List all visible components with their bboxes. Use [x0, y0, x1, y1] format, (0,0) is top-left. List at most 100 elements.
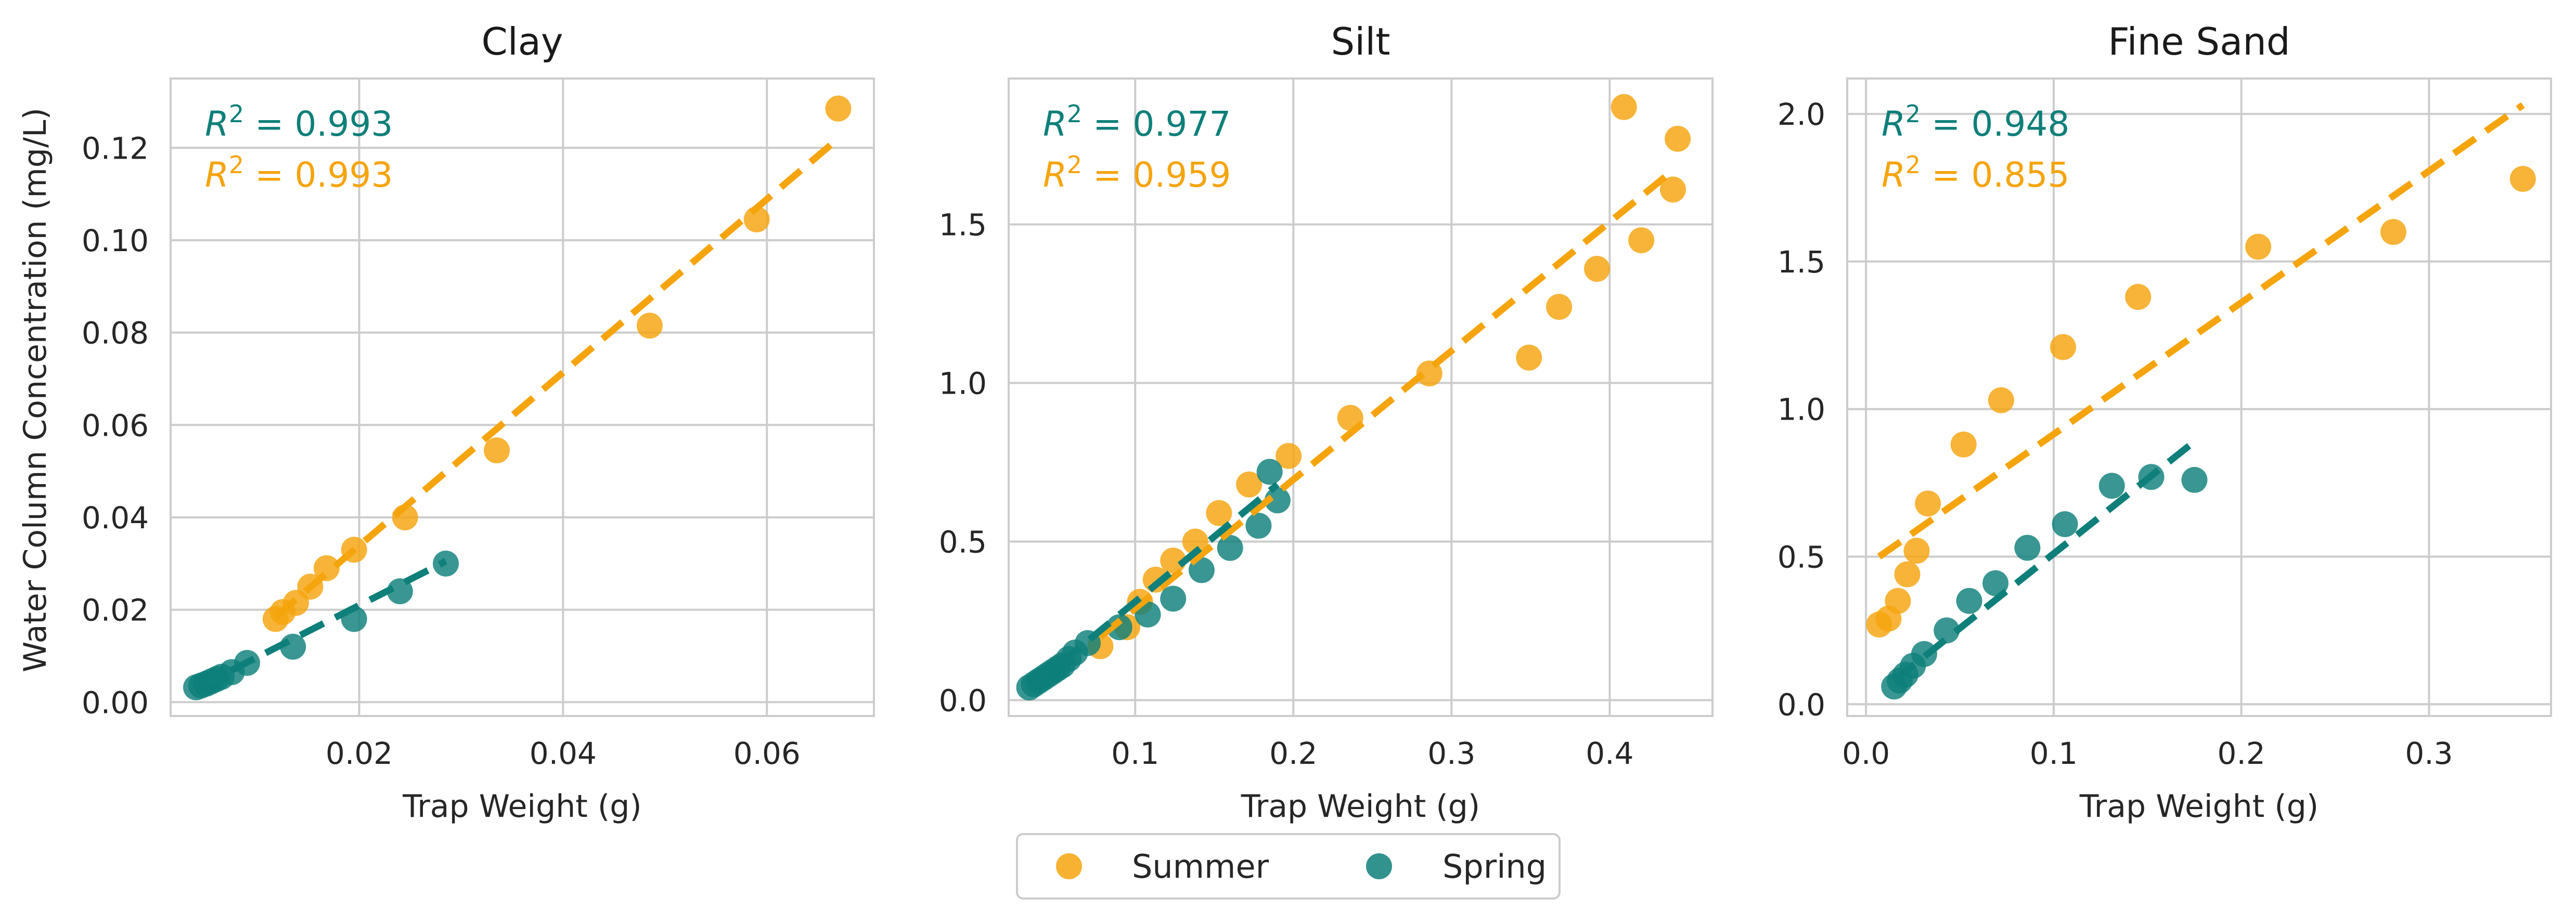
data-point-summer	[1516, 344, 1542, 371]
x-tick-label: 0.0	[1842, 736, 1890, 771]
x-tick-label: 0.1	[2030, 736, 2078, 771]
data-point-summer	[1276, 443, 1302, 469]
data-point-summer	[743, 206, 770, 232]
legend-marker-summer	[1056, 853, 1082, 879]
r2-annotation-spring: R2 = 0.948	[1882, 100, 2069, 144]
data-point-spring	[2181, 466, 2208, 493]
y-tick-label: 0.0	[1778, 687, 1825, 722]
data-point-spring	[1217, 535, 1243, 561]
data-point-spring	[1256, 459, 1283, 485]
series-spring	[183, 550, 459, 700]
legend-label-spring: Spring	[1442, 848, 1547, 886]
r2-annotation-spring: R2 = 0.977	[1043, 100, 1231, 144]
y-tick-label: 1.0	[1778, 392, 1825, 427]
data-point-spring	[1982, 570, 2009, 596]
panel-title: Fine Sand	[2108, 20, 2290, 63]
data-point-summer	[1915, 490, 1941, 517]
y-axis-label: Water Column Concentration (mg/L)	[17, 108, 54, 672]
data-point-summer	[2509, 165, 2536, 192]
panel-title: Clay	[481, 20, 563, 63]
y-tick-label: 1.0	[939, 366, 987, 401]
data-point-spring	[1160, 585, 1187, 612]
y-tick-label: 0.00	[82, 685, 149, 720]
data-point-summer	[1182, 528, 1208, 555]
data-point-summer	[1950, 431, 1977, 458]
y-tick-label: 0.04	[82, 500, 149, 536]
data-point-summer	[1628, 227, 1655, 254]
r2-annotation-summer: R2 = 0.959	[1043, 151, 1231, 195]
y-tick-label: 1.5	[939, 207, 987, 243]
data-point-spring	[2098, 473, 2125, 499]
x-tick-label: 0.2	[2218, 736, 2265, 771]
panel-fine-sand: 0.0 0.1 0.2 0.3 0.0 0.5 1.0 1.5 2.0 R2 = 0.948 R2 …	[1778, 20, 2552, 825]
legend-marker-spring	[1366, 853, 1392, 879]
x-tick-label: 0.06	[733, 736, 801, 771]
fit-line-summer	[1877, 102, 2525, 559]
panel-title: Silt	[1331, 20, 1390, 63]
panel-silt: 0.1 0.2 0.3 0.4 0.0 0.5 1.0 1.5 R2 = 0.977 R2 = 0…	[939, 20, 1714, 825]
data-point-summer	[1160, 548, 1187, 574]
data-point-summer	[1665, 125, 1691, 152]
y-tick-label: 2.0	[1778, 97, 1825, 132]
fit-line-spring	[1027, 481, 1280, 692]
data-point-summer	[1903, 538, 1930, 564]
data-point-spring	[1245, 513, 1272, 539]
panel-clay: 0.02 0.04 0.06 0.00 0.02 0.04 0.06 0.08 0.10 0.12…	[82, 20, 875, 825]
data-point-spring	[1106, 614, 1132, 641]
r2-annotation-summer: R2 = 0.993	[205, 151, 393, 195]
y-tick-label: 0.12	[82, 131, 149, 166]
r2-annotation-summer: R2 = 0.855	[1882, 151, 2069, 195]
data-point-summer	[825, 95, 852, 122]
plot-frame	[1008, 77, 1714, 717]
y-tick-label: 0.10	[82, 223, 149, 258]
data-point-spring	[2014, 535, 2041, 561]
fit-line-spring	[1892, 439, 2197, 683]
data-point-spring	[1264, 487, 1291, 514]
legend: Summer Spring	[1016, 833, 1561, 900]
x-tick-label: 0.4	[1586, 736, 1633, 771]
legend-label-summer: Summer	[1132, 848, 1269, 886]
data-point-spring	[2052, 511, 2078, 538]
x-tick-label: 0.04	[530, 736, 597, 771]
data-point-summer	[2245, 233, 2272, 260]
y-tick-label: 0.02	[82, 593, 149, 628]
fit-line-summer	[273, 136, 841, 619]
x-axis-label: Trap Weight (g)	[1241, 788, 1480, 825]
data-point-summer	[1206, 500, 1232, 526]
data-point-summer	[484, 437, 510, 464]
data-point-summer	[1988, 387, 2014, 413]
data-point-spring	[1934, 617, 1960, 644]
data-point-summer	[1894, 561, 1921, 588]
data-point-summer	[636, 313, 663, 339]
y-tick-label: 0.06	[82, 408, 149, 443]
x-tick-label: 0.3	[2405, 736, 2453, 771]
y-tick-label: 0.5	[939, 525, 987, 560]
data-point-spring	[1135, 601, 1161, 628]
fit-line-summer	[1098, 167, 1676, 640]
plot-frame	[1846, 77, 2552, 717]
r2-annotation-spring: R2 = 0.993	[205, 100, 393, 144]
data-point-summer	[1236, 471, 1263, 498]
y-tick-label: 0.5	[1778, 540, 1825, 575]
y-tick-label: 1.5	[1778, 244, 1825, 280]
data-point-summer	[2050, 334, 2076, 360]
data-point-summer	[2125, 284, 2152, 310]
x-tick-label: 0.3	[1427, 736, 1475, 771]
x-tick-label: 0.02	[326, 736, 393, 771]
data-point-summer	[1885, 588, 1911, 614]
plot-frame	[170, 77, 875, 717]
fit-line-spring	[195, 558, 447, 692]
data-point-summer	[1546, 294, 1573, 320]
series-summer	[1866, 165, 2536, 638]
data-point-summer	[2380, 219, 2406, 245]
data-point-spring	[1956, 588, 1982, 614]
y-tick-label: 0.0	[939, 683, 987, 719]
y-tick-label: 0.08	[82, 316, 149, 351]
data-point-summer	[1584, 255, 1611, 282]
x-tick-label: 0.1	[1111, 736, 1159, 771]
data-point-summer	[1659, 176, 1686, 203]
legend-frame	[1016, 833, 1561, 900]
panels: 0.02 0.04 0.060.000.020.040.060.080.100.12…	[82, 20, 2552, 825]
x-axis-label: Trap Weight (g)	[402, 788, 641, 825]
